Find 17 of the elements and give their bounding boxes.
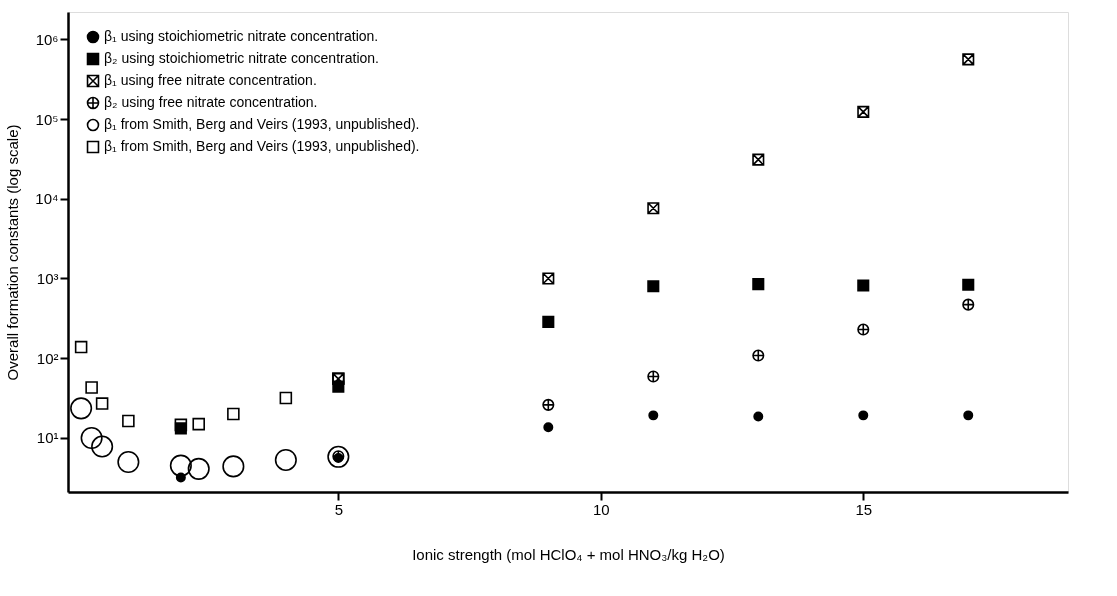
legend-label: β₁ from Smith, Berg and Veirs (1993, unpublished).	[104, 116, 420, 132]
y-tick-label: 10⁶	[35, 30, 59, 48]
x-tick-label: 10	[592, 500, 610, 518]
legend-label: β₂ using free nitrate concentration.	[104, 94, 318, 110]
legend-label: β₂ using stoichiometric nitrate concentration.	[104, 50, 379, 66]
y-tick-label: 10⁴	[35, 190, 59, 208]
y-tick-label: 10¹	[36, 429, 59, 447]
y-tick-label: 10⁵	[35, 110, 59, 128]
x-axis-title: Ionic strength (mol HClO₄ + mol HNO₃/kg H₂O)	[412, 545, 725, 563]
y-tick-label: 10³	[36, 270, 59, 287]
x-tick-label: 5	[334, 500, 344, 518]
y-tick-label: 10²	[36, 349, 59, 367]
x-tick-label: 15	[855, 500, 873, 518]
legend-label: β₁ using stoichiometric nitrate concentration.	[104, 28, 379, 44]
legend-label: β₁ using free nitrate concentration.	[104, 72, 317, 88]
y-axis-title: Overall formation constants (log scale)	[4, 124, 22, 381]
legend-label: β₁ from Smith, Berg and Veirs (1993, unpublished).	[104, 138, 420, 154]
